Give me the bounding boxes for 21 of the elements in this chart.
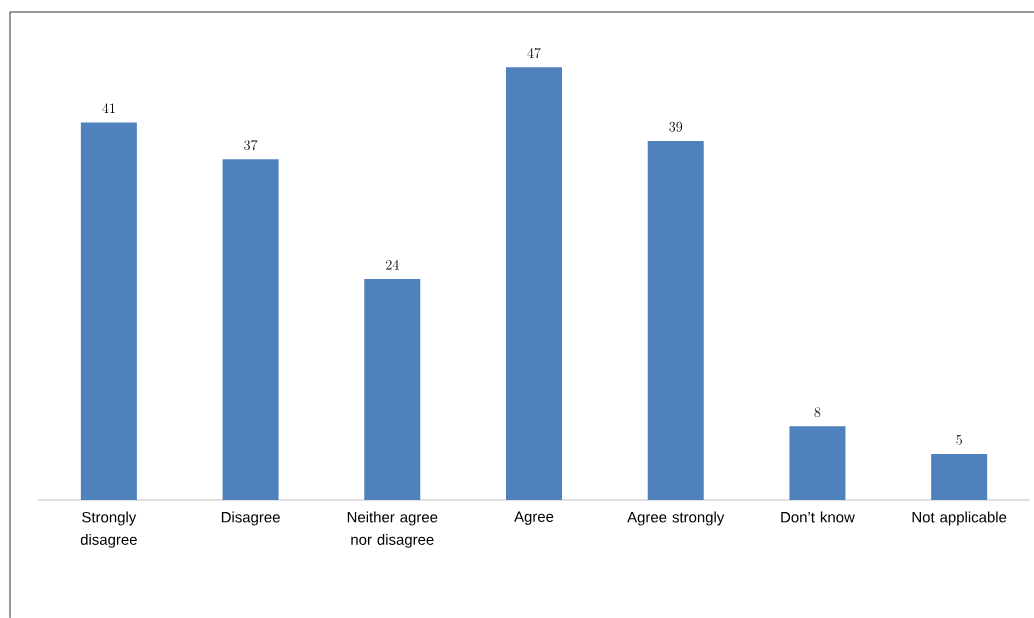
bar <box>222 159 279 500</box>
bar <box>789 426 846 500</box>
bar <box>364 279 421 500</box>
data-label: 24 <box>385 259 399 270</box>
data-label: 5 <box>956 434 962 445</box>
data-label: 41 <box>102 103 115 113</box>
x-tick-label: Strongly disagree <box>80 511 137 548</box>
x-tick-label: Neither agree nor disagree <box>347 511 438 548</box>
x-tick-label: Don’t know <box>781 511 855 523</box>
x-tick-label: Agree strongly <box>627 511 725 526</box>
data-label: 8 <box>814 407 821 418</box>
data-label: 39 <box>669 121 683 132</box>
bar <box>931 453 988 500</box>
x-tick-label: Not applicable <box>912 511 1007 526</box>
x-tick-label: Disagree <box>221 511 280 526</box>
data-label: 37 <box>244 140 258 151</box>
bar <box>80 122 137 500</box>
bar <box>506 67 563 500</box>
x-tick-label: Agree <box>514 511 554 525</box>
bar <box>647 140 704 500</box>
data-label: 47 <box>527 48 541 59</box>
